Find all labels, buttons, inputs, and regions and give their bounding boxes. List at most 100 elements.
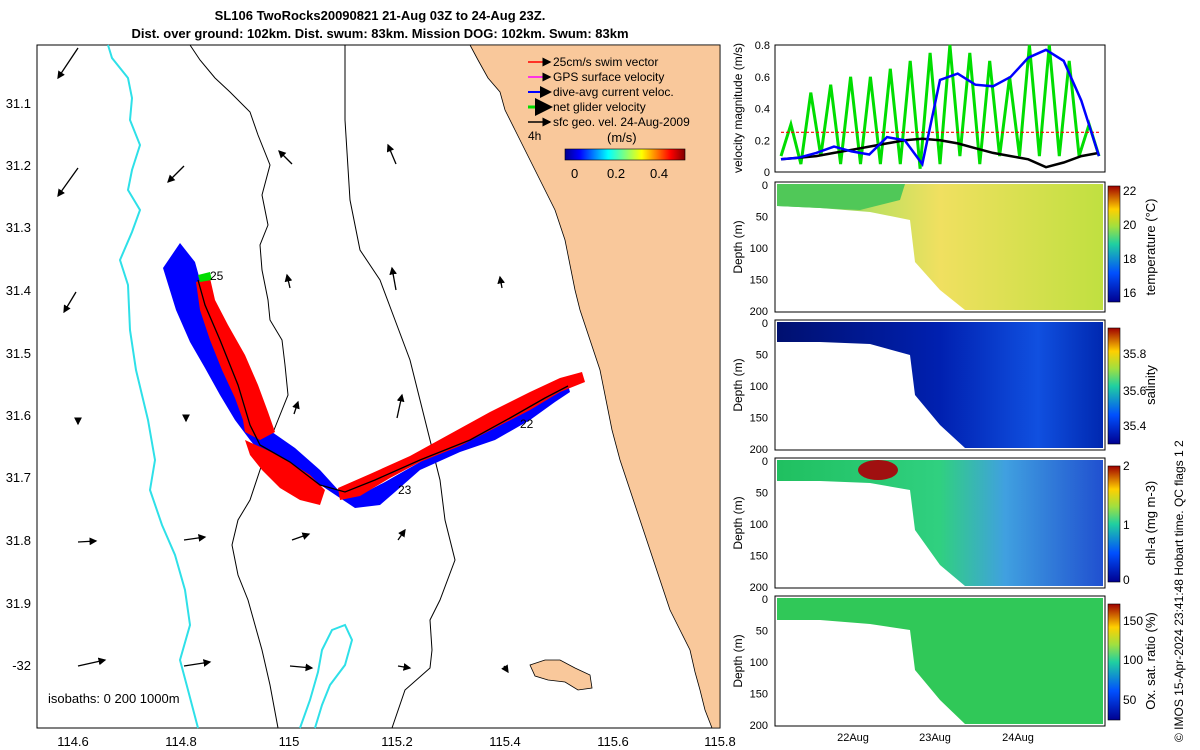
lat-tick: 31.7 bbox=[6, 470, 31, 485]
depth-tick: 0 bbox=[762, 456, 768, 468]
depth-tick: 100 bbox=[750, 657, 768, 669]
lat-tick: 31.3 bbox=[6, 220, 31, 235]
cb-tick: 100 bbox=[1123, 653, 1143, 667]
geo-velocity-arrows bbox=[57, 47, 509, 674]
legend-label-dive-avg: dive-avg current veloc. bbox=[553, 85, 674, 99]
velocity-series bbox=[779, 44, 1101, 169]
salinity-panel bbox=[774, 319, 1121, 451]
depth-label-temperature: Depth (m) bbox=[731, 220, 745, 273]
depth-label-salinity: Depth (m) bbox=[731, 358, 745, 411]
chla-panel bbox=[774, 457, 1121, 589]
track-label-25: 25 bbox=[210, 269, 224, 283]
chla-bloom bbox=[858, 460, 898, 480]
cb-label-chla: chl-a (mg m-3) bbox=[1143, 481, 1158, 566]
depth-tick: 100 bbox=[750, 243, 768, 255]
velocity-ylabel: velocity magnitude (m/s) bbox=[731, 43, 745, 173]
velocity-series-line bbox=[779, 44, 1101, 169]
depth-axis-labels: Depth (m) Depth (m) Depth (m) Depth (m) bbox=[731, 220, 745, 687]
oxygen-field bbox=[777, 598, 1103, 724]
cb-tick: 22 bbox=[1123, 184, 1137, 198]
cb-tick: 35.4 bbox=[1123, 419, 1147, 433]
lon-tick-labels: 114.6 114.8 115 115.2 115.4 115.6 115.8 bbox=[57, 734, 736, 749]
geo-arrow bbox=[291, 532, 311, 541]
geo-arrow bbox=[167, 165, 185, 183]
depth-ticks: 0501001502000501001502000501001502000501… bbox=[750, 180, 768, 732]
map-legend: 25cm/s swim vector GPS surface velocity … bbox=[528, 55, 690, 181]
lat-tick: -32 bbox=[12, 658, 31, 673]
cb-tick: 20 bbox=[1123, 218, 1137, 232]
salinity-field bbox=[777, 322, 1103, 448]
track-map: 25 22 23 25cm/s swim vector GPS surf bbox=[6, 44, 736, 749]
depth-label-oxygen: Depth (m) bbox=[731, 634, 745, 687]
depth-label-chla: Depth (m) bbox=[731, 496, 745, 549]
land bbox=[469, 44, 721, 729]
colorbar-tick-0.2: 0.2 bbox=[607, 166, 625, 181]
velocity-series-line bbox=[780, 48, 1101, 168]
cb-tick: 50 bbox=[1123, 693, 1137, 707]
colorbar-tick-0: 0 bbox=[571, 166, 578, 181]
geo-arrow bbox=[183, 659, 212, 667]
geo-arrow bbox=[278, 150, 293, 165]
depth-tick: 0 bbox=[762, 594, 768, 606]
geo-arrow bbox=[57, 167, 79, 198]
depth-tick: 150 bbox=[750, 275, 768, 287]
lon-tick: 115.6 bbox=[597, 734, 629, 749]
oxygen-panel bbox=[774, 595, 1121, 727]
lat-tick: 31.5 bbox=[6, 346, 31, 361]
geo-arrow bbox=[77, 657, 107, 667]
chla-field bbox=[777, 460, 1103, 586]
glider-track bbox=[197, 279, 569, 493]
cb-tick: 150 bbox=[1123, 614, 1143, 628]
depth-tick: 150 bbox=[750, 689, 768, 701]
velocity-series-line bbox=[780, 137, 1100, 169]
lat-tick: 31.9 bbox=[6, 596, 31, 611]
cb-tick: 18 bbox=[1123, 252, 1137, 266]
isobath-1000m bbox=[107, 44, 354, 729]
temperature-panel bbox=[774, 181, 1121, 313]
velocity-ytick: 0.6 bbox=[755, 72, 770, 84]
track-label-22: 22 bbox=[520, 417, 534, 431]
lat-tick: 31.1 bbox=[6, 96, 31, 111]
temperature-surface-layer bbox=[777, 184, 905, 210]
cb-tick: 1 bbox=[1123, 518, 1130, 532]
lat-tick: 31.8 bbox=[6, 533, 31, 548]
lat-tick: 31.6 bbox=[6, 408, 31, 423]
velocity-yticks: 0 0.2 0.4 0.6 0.8 bbox=[755, 40, 770, 179]
plot-title-line1: SL106 TwoRocks20090821 21-Aug 03Z to 24-… bbox=[214, 8, 546, 23]
lon-tick: 115.2 bbox=[381, 734, 413, 749]
cb-tick: 35.8 bbox=[1123, 347, 1147, 361]
depth-tick: 50 bbox=[756, 626, 768, 638]
time-tick-24aug: 24Aug bbox=[1002, 732, 1034, 744]
cb-label-temperature: temperature (°C) bbox=[1143, 199, 1158, 296]
time-tick-22aug: 22Aug bbox=[837, 732, 869, 744]
depth-tick: 50 bbox=[756, 212, 768, 224]
geo-arrow bbox=[396, 393, 405, 419]
lat-tick: 31.4 bbox=[6, 283, 31, 298]
track-label-23: 23 bbox=[398, 483, 412, 497]
time-tick-23aug: 23Aug bbox=[919, 732, 951, 744]
isobath-legend: isobaths: 0 200 1000m bbox=[48, 691, 180, 706]
velocity-ytick: 0 bbox=[764, 167, 770, 179]
cb-label-salinity: salinity bbox=[1143, 365, 1158, 405]
imos-credit: © IMOS 15-Apr-2024 23:41:48 Hobart time.… bbox=[1172, 440, 1186, 742]
salinity-colorbar bbox=[1107, 327, 1121, 445]
colorbar-tick-0.4: 0.4 bbox=[650, 166, 668, 181]
depth-tick: 200 bbox=[750, 582, 768, 594]
net-velocity-start bbox=[198, 272, 212, 282]
depth-tick: 150 bbox=[750, 551, 768, 563]
cb-tick: 0 bbox=[1123, 573, 1130, 587]
geo-arrow bbox=[77, 537, 98, 546]
colorbar-ticks: 22 20 18 16 35.8 35.6 35.4 2 1 0 150 100… bbox=[1123, 184, 1147, 707]
temperature-field bbox=[777, 184, 1103, 310]
velocity-ytick: 0.4 bbox=[755, 104, 770, 116]
cb-tick: 2 bbox=[1123, 459, 1130, 473]
geo-arrow bbox=[397, 663, 412, 671]
depth-tick: 50 bbox=[756, 350, 768, 362]
depth-tick: 0 bbox=[762, 180, 768, 192]
geo-arrow bbox=[389, 266, 397, 291]
lat-tick-labels: 31.1 31.2 31.3 31.4 31.5 31.6 31.7 31.8 … bbox=[6, 96, 31, 673]
geo-arrow bbox=[501, 664, 509, 674]
depth-tick: 200 bbox=[750, 720, 768, 732]
legend-label-gps: GPS surface velocity bbox=[553, 70, 664, 84]
